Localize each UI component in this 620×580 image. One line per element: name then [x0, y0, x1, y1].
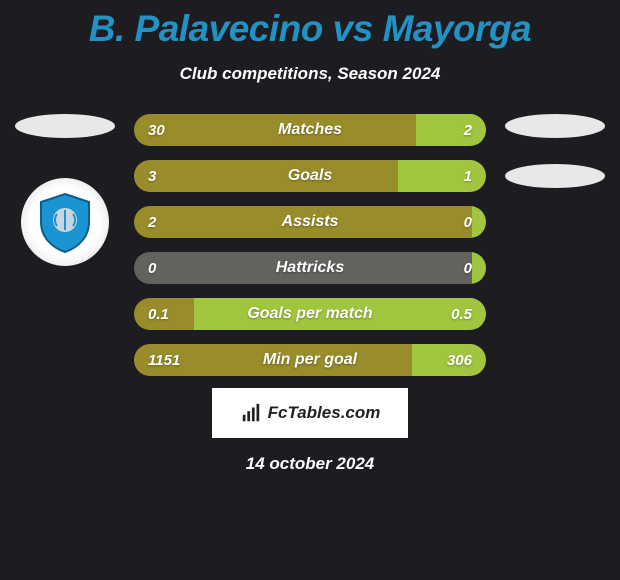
- stat-value-left: 3: [134, 160, 398, 192]
- stat-value-left: 0: [134, 252, 472, 284]
- stat-value-right: 0: [472, 252, 486, 284]
- stat-row: 1151306Min per goal: [134, 344, 486, 376]
- comparison-columns: 302Matches 31Goals 20Assists 00Hattricks 0.1…: [0, 114, 620, 376]
- stat-value-right: 0.5: [194, 298, 486, 330]
- stat-row: 0.10.5Goals per match: [134, 298, 486, 330]
- stat-row: 31Goals: [134, 160, 486, 192]
- player-photo-placeholder: [505, 114, 605, 138]
- stat-row: 20Assists: [134, 206, 486, 238]
- brand-box[interactable]: FcTables.com: [212, 388, 408, 438]
- right-player-column: [490, 114, 620, 376]
- stat-value-left: 1151: [134, 344, 412, 376]
- club-badge-placeholder: [505, 164, 605, 188]
- comparison-infographic: B. Palavecino vs Mayorga Club competitio…: [0, 0, 620, 474]
- stat-value-right: 306: [412, 344, 486, 376]
- stat-row: 00Hattricks: [134, 252, 486, 284]
- shield-icon: [33, 190, 97, 254]
- footer-date: 14 october 2024: [0, 454, 620, 474]
- stat-value-left: 0.1: [134, 298, 194, 330]
- stats-table: 302Matches 31Goals 20Assists 00Hattricks 0.1…: [130, 114, 490, 376]
- chart-icon: [240, 402, 262, 424]
- stat-value-right: 2: [416, 114, 486, 146]
- club-badge-left: [21, 178, 109, 266]
- brand-text: FcTables.com: [268, 403, 381, 423]
- stat-value-left: 2: [134, 206, 472, 238]
- page-subtitle: Club competitions, Season 2024: [0, 64, 620, 84]
- stat-row: 302Matches: [134, 114, 486, 146]
- player-photo-placeholder: [15, 114, 115, 138]
- stat-value-left: 30: [134, 114, 416, 146]
- stat-value-right: 0: [472, 206, 486, 238]
- left-player-column: [0, 114, 130, 376]
- page-title: B. Palavecino vs Mayorga: [0, 8, 620, 50]
- stat-value-right: 1: [398, 160, 486, 192]
